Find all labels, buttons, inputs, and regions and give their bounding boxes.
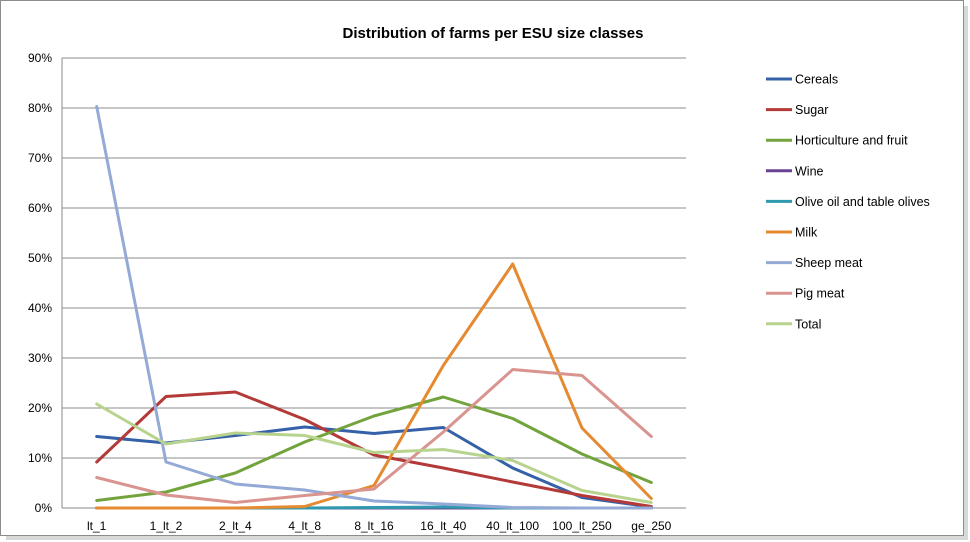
y-tick-label: 30% [28, 351, 52, 365]
series-line-sheep-meat [95, 105, 653, 510]
x-tick-label: 1_lt_2 [150, 519, 183, 533]
y-tick-label: 70% [28, 151, 52, 165]
series-line-pig-meat [95, 368, 653, 504]
gridlines [61, 57, 686, 509]
y-tick-label: 0% [35, 501, 53, 515]
x-tick-label: 16_lt_40 [420, 519, 466, 533]
legend-label: Wine [795, 164, 824, 178]
x-tick-label: 40_lt_100 [486, 519, 539, 533]
legend-label: Total [795, 317, 821, 331]
x-tick-label: 100_lt_250 [552, 519, 612, 533]
x-tick-label: 8_lt_16 [354, 519, 394, 533]
series-line-horticulture-and-fruit [95, 395, 653, 502]
legend: Cereals Sugar Horticulture and fruit Wine Ol… [766, 73, 930, 331]
x-tick-label: lt_1 [87, 519, 107, 533]
y-axis-ticks: 0% 10% 20% 30% 40% 50% 60% 70% 80% 90% [28, 51, 52, 515]
legend-label: Pig meat [795, 287, 845, 301]
x-tick-label: 4_lt_8 [288, 519, 321, 533]
y-tick-label: 50% [28, 251, 52, 265]
y-tick-label: 20% [28, 401, 52, 415]
y-tick-label: 90% [28, 51, 52, 65]
chart-title: Distribution of farms per ESU size class… [343, 25, 644, 42]
series-line-milk [95, 262, 653, 510]
series-line-total [95, 402, 653, 504]
series-line-sugar [95, 390, 653, 508]
x-tick-label: 2_lt_4 [219, 519, 252, 533]
legend-label: Sheep meat [795, 256, 863, 270]
legend-label: Olive oil and table olives [795, 195, 930, 209]
legend-label: Sugar [795, 103, 828, 117]
y-tick-label: 80% [28, 101, 52, 115]
y-tick-label: 60% [28, 201, 52, 215]
legend-label: Cereals [795, 73, 838, 87]
y-tick-label: 40% [28, 301, 52, 315]
y-tick-label: 10% [28, 451, 52, 465]
series-lines [95, 105, 653, 510]
x-axis-ticks: lt_1 1_lt_2 2_lt_4 4_lt_8 8_lt_16 16_lt_40 40_… [87, 519, 672, 533]
legend-label: Horticulture and fruit [795, 134, 908, 148]
x-tick-label: ge_250 [631, 519, 671, 533]
legend-label: Milk [795, 226, 818, 240]
